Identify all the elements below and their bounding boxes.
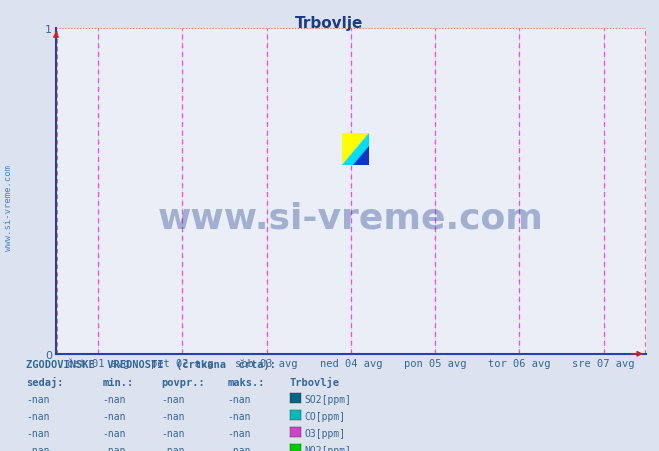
Text: -nan: -nan [161, 394, 185, 404]
Text: www.si-vreme.com: www.si-vreme.com [158, 201, 544, 235]
Text: -nan: -nan [26, 428, 50, 438]
Text: maks.:: maks.: [227, 377, 265, 387]
Text: -nan: -nan [102, 394, 126, 404]
Text: -nan: -nan [26, 394, 50, 404]
Text: min.:: min.: [102, 377, 133, 387]
Text: -nan: -nan [161, 445, 185, 451]
Text: -nan: -nan [227, 445, 251, 451]
Text: -nan: -nan [227, 411, 251, 421]
Polygon shape [342, 133, 368, 166]
Text: povpr.:: povpr.: [161, 377, 205, 387]
Text: CO[ppm]: CO[ppm] [304, 411, 345, 421]
Text: O3[ppm]: O3[ppm] [304, 428, 345, 438]
Polygon shape [342, 133, 368, 166]
Text: Trbovlje: Trbovlje [295, 16, 364, 31]
Text: -nan: -nan [227, 428, 251, 438]
Text: -nan: -nan [26, 411, 50, 421]
Text: NO2[ppm]: NO2[ppm] [304, 445, 351, 451]
Text: -nan: -nan [102, 428, 126, 438]
Text: Trbovlje: Trbovlje [290, 376, 340, 387]
Text: sedaj:: sedaj: [26, 376, 64, 387]
Polygon shape [353, 146, 368, 166]
Text: -nan: -nan [161, 428, 185, 438]
Text: -nan: -nan [161, 411, 185, 421]
Text: www.si-vreme.com: www.si-vreme.com [4, 165, 13, 250]
Text: SO2[ppm]: SO2[ppm] [304, 394, 351, 404]
Text: -nan: -nan [102, 411, 126, 421]
Text: -nan: -nan [227, 394, 251, 404]
Text: ZGODOVINSKE  VREDNOSTI  (črtkana  črta):: ZGODOVINSKE VREDNOSTI (črtkana črta): [26, 359, 276, 369]
Text: -nan: -nan [102, 445, 126, 451]
Text: -nan: -nan [26, 445, 50, 451]
